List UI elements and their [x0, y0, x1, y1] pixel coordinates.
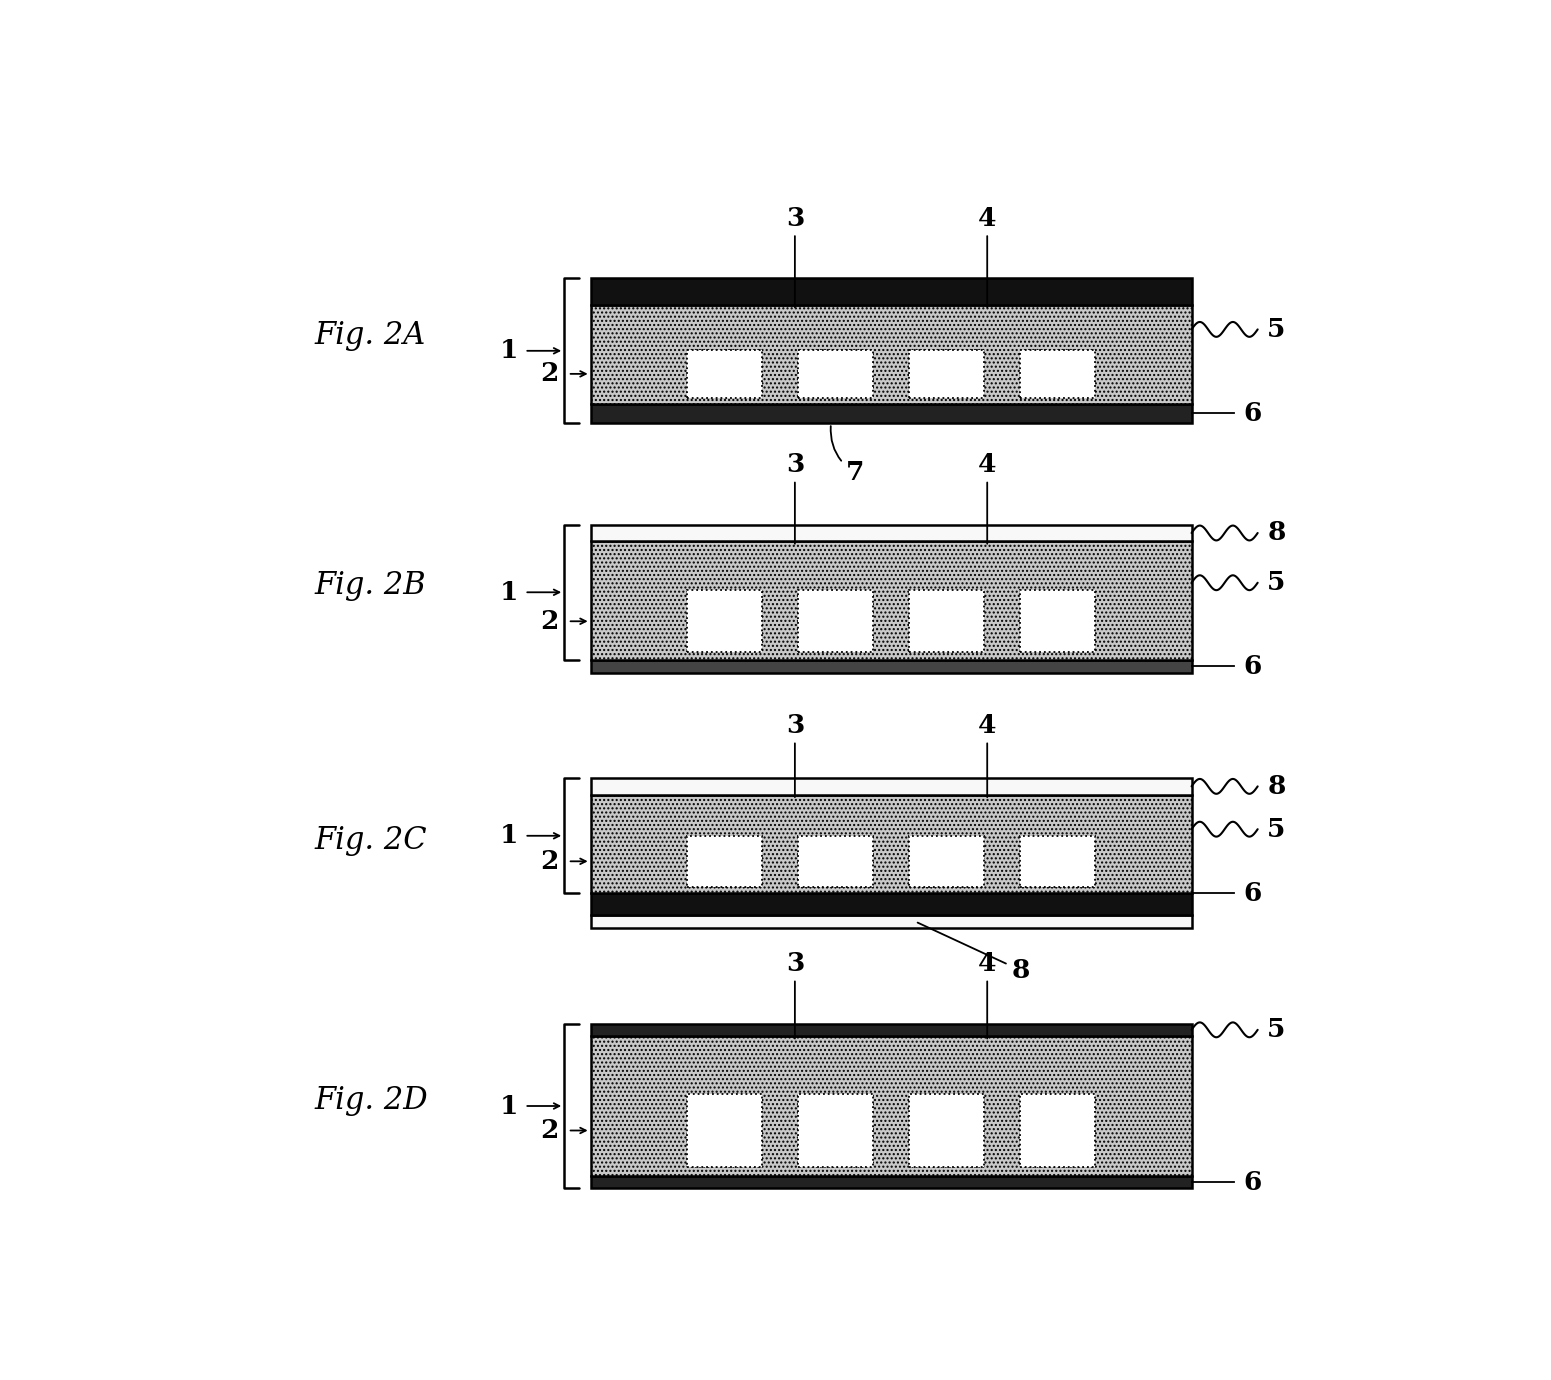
Text: 8: 8: [1267, 774, 1286, 799]
Text: 2: 2: [540, 849, 558, 874]
Bar: [1021, 836, 1095, 887]
Text: 1: 1: [499, 824, 518, 849]
Bar: [1021, 591, 1095, 653]
Text: Fig. 2A: Fig. 2A: [313, 320, 425, 351]
Bar: [591, 893, 1191, 915]
Bar: [591, 1024, 1191, 1036]
Text: 8: 8: [918, 923, 1030, 983]
Text: Fig. 2D: Fig. 2D: [313, 1085, 428, 1116]
Text: 8: 8: [1267, 520, 1286, 545]
Bar: [687, 836, 762, 887]
Bar: [591, 1036, 1191, 1176]
Bar: [687, 1094, 762, 1167]
Bar: [1021, 351, 1095, 397]
Text: 4: 4: [979, 712, 996, 798]
Bar: [1021, 1094, 1095, 1167]
Bar: [797, 1094, 873, 1167]
Text: 5: 5: [1267, 817, 1286, 842]
Text: 2: 2: [540, 1118, 558, 1143]
Text: 1: 1: [499, 1093, 518, 1119]
Bar: [591, 403, 1191, 424]
Bar: [909, 591, 985, 653]
Text: Fig. 2C: Fig. 2C: [313, 825, 427, 856]
Bar: [591, 778, 1191, 795]
Bar: [591, 279, 1191, 305]
Bar: [909, 351, 985, 397]
Text: Fig. 2B: Fig. 2B: [313, 570, 425, 600]
Text: 4: 4: [979, 206, 996, 308]
Bar: [797, 591, 873, 653]
Text: 6: 6: [1244, 880, 1261, 905]
Bar: [591, 524, 1191, 541]
Bar: [687, 591, 762, 653]
Text: 5: 5: [1267, 317, 1286, 342]
Bar: [797, 836, 873, 887]
Text: 5: 5: [1267, 1017, 1286, 1042]
Text: 6: 6: [1244, 654, 1261, 679]
Text: 7: 7: [831, 426, 864, 486]
Bar: [687, 351, 762, 397]
Text: 1: 1: [499, 580, 518, 604]
Text: 4: 4: [979, 451, 996, 544]
Text: 5: 5: [1267, 570, 1286, 595]
Bar: [591, 915, 1191, 927]
Bar: [591, 541, 1191, 660]
Text: 3: 3: [786, 712, 803, 798]
Text: 2: 2: [540, 609, 558, 633]
Bar: [909, 1094, 985, 1167]
Text: 3: 3: [786, 951, 803, 1039]
Text: 3: 3: [786, 451, 803, 544]
Bar: [797, 351, 873, 397]
Bar: [591, 660, 1191, 673]
Text: 6: 6: [1244, 402, 1261, 426]
Text: 4: 4: [979, 951, 996, 1039]
Bar: [591, 305, 1191, 403]
Bar: [909, 836, 985, 887]
Text: 1: 1: [499, 338, 518, 363]
Text: 3: 3: [786, 206, 803, 308]
Bar: [591, 795, 1191, 893]
Text: 6: 6: [1244, 1170, 1261, 1195]
Bar: [591, 1176, 1191, 1188]
Text: 2: 2: [540, 362, 558, 386]
